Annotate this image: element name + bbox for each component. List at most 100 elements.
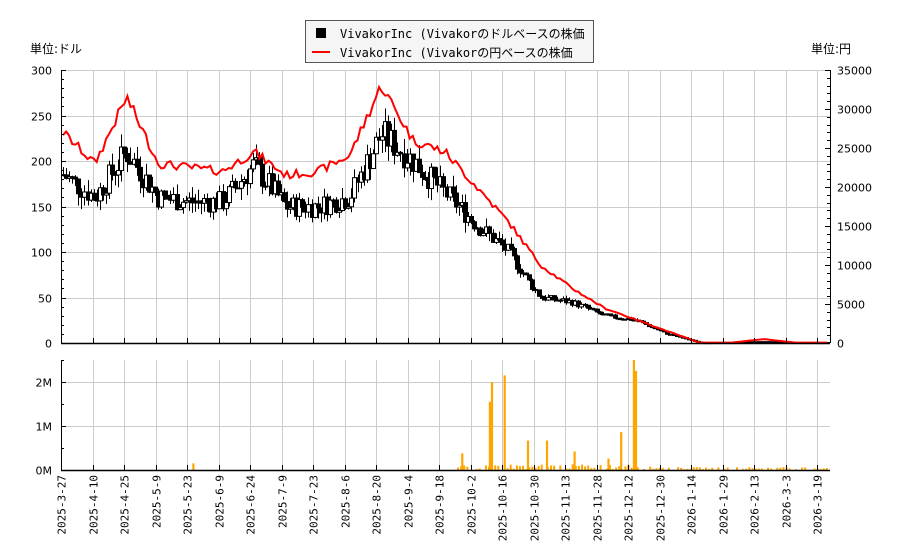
volume-spike-bar bbox=[192, 463, 195, 470]
volume-bar bbox=[525, 469, 528, 470]
candle-body bbox=[101, 187, 106, 196]
volume-bar bbox=[649, 466, 652, 470]
volume-spike-bar bbox=[607, 458, 610, 470]
x-tick-label: 2025-12-12 bbox=[623, 475, 636, 541]
volume-bar bbox=[509, 464, 512, 470]
volume-bar bbox=[652, 468, 655, 470]
right-tick-label: 10000 bbox=[837, 260, 872, 273]
x-tick-label: 2025-10-16 bbox=[497, 475, 510, 541]
candle-body bbox=[405, 162, 410, 169]
volume-bar bbox=[776, 467, 779, 470]
candle-body bbox=[540, 295, 545, 299]
candle-body bbox=[138, 166, 143, 182]
x-tick-label: 2025-11-28 bbox=[592, 475, 605, 541]
volume-bar bbox=[643, 468, 645, 470]
volume-bar bbox=[748, 467, 751, 470]
candle-body bbox=[165, 194, 170, 200]
jpy-price-line bbox=[62, 84, 827, 344]
candle-body bbox=[288, 207, 293, 210]
volume-tick-label: 0M bbox=[36, 465, 53, 478]
volume-bar bbox=[457, 467, 459, 470]
candle-body bbox=[598, 311, 603, 315]
candle-body bbox=[423, 176, 428, 181]
volume-bar bbox=[736, 467, 738, 470]
volume-bar bbox=[742, 468, 745, 470]
chart-legend: VivakorInc (Vivakorのドルベースの株価 VivakorInc … bbox=[305, 20, 594, 63]
candle-body bbox=[586, 304, 591, 309]
volume-bar bbox=[708, 468, 711, 470]
candle-body bbox=[110, 164, 115, 175]
x-tick-label: 2025-9-18 bbox=[434, 475, 447, 535]
candle-body bbox=[184, 200, 189, 203]
volume-bar bbox=[531, 466, 534, 470]
candle-body bbox=[119, 146, 124, 172]
volume-bar bbox=[695, 467, 698, 470]
candle-body bbox=[162, 190, 167, 196]
candle-body bbox=[190, 197, 195, 204]
right-tick-label: 20000 bbox=[837, 182, 872, 195]
volume-bar bbox=[587, 465, 590, 470]
candle-body bbox=[469, 216, 474, 223]
volume-bar bbox=[804, 467, 807, 470]
candle-body bbox=[297, 199, 302, 217]
candle-body bbox=[346, 206, 351, 209]
volume-bar bbox=[537, 466, 540, 470]
right-tick-label: 0 bbox=[837, 338, 844, 351]
x-tick-label: 2025-10-30 bbox=[529, 475, 542, 541]
volume-bar bbox=[825, 468, 828, 470]
volume-bar bbox=[540, 464, 543, 470]
volume-bar bbox=[460, 466, 463, 470]
volume-bar bbox=[534, 467, 537, 470]
volume-bar bbox=[599, 465, 602, 470]
volume-spike-bar bbox=[573, 451, 576, 470]
volume-bar bbox=[618, 466, 621, 470]
volume-bar bbox=[683, 469, 686, 470]
candle-body bbox=[487, 226, 492, 234]
candle-body bbox=[217, 191, 222, 210]
volume-bar bbox=[692, 467, 695, 470]
x-tick-label: 2026-2-13 bbox=[749, 475, 762, 535]
candle-body bbox=[73, 176, 78, 180]
volume-bar bbox=[615, 467, 618, 470]
candle-body bbox=[116, 170, 121, 176]
candle-body bbox=[420, 172, 425, 178]
candle-body bbox=[500, 239, 505, 246]
candle-body bbox=[104, 192, 109, 196]
candle-body bbox=[239, 181, 244, 189]
volume-bar bbox=[475, 468, 478, 470]
candle-body bbox=[457, 204, 462, 208]
candle-body bbox=[107, 164, 112, 194]
volume-bar bbox=[819, 469, 822, 470]
volume-bar bbox=[612, 469, 614, 470]
candle-body bbox=[518, 268, 523, 274]
x-tick-label: 2026-1-14 bbox=[686, 475, 699, 535]
volume-bar bbox=[494, 465, 497, 470]
candle-body bbox=[205, 198, 210, 203]
x-tick-label: 2025-6-24 bbox=[245, 475, 258, 535]
candle-body bbox=[417, 158, 422, 174]
volume-bar bbox=[667, 467, 670, 470]
candle-body bbox=[263, 185, 268, 188]
candle-body bbox=[463, 202, 468, 223]
candle-body bbox=[76, 178, 81, 195]
volume-spike-bar bbox=[634, 371, 638, 470]
volume-bar bbox=[584, 466, 587, 470]
candle-body bbox=[128, 161, 133, 165]
left-axis-unit: 単位:ドル bbox=[30, 42, 83, 56]
candle-body bbox=[579, 303, 584, 308]
left-tick-label: 150 bbox=[31, 202, 52, 215]
candle-body bbox=[260, 163, 265, 187]
candle-body bbox=[227, 186, 232, 204]
volume-bar bbox=[559, 465, 562, 470]
candle-body bbox=[135, 158, 140, 168]
x-tick-label: 2025-9-4 bbox=[403, 475, 416, 528]
candle-body bbox=[276, 180, 281, 196]
right-tick-label: 15000 bbox=[837, 221, 872, 234]
right-axis-unit: 単位:円 bbox=[811, 42, 852, 56]
volume-bar bbox=[661, 467, 664, 470]
volume-bar bbox=[745, 468, 748, 470]
volume-spike-bar bbox=[526, 440, 530, 470]
axes: 0 50 100 150 200 250 300 0 5000 10000 15000 20000 25… bbox=[31, 65, 872, 542]
candle-body bbox=[552, 295, 557, 301]
